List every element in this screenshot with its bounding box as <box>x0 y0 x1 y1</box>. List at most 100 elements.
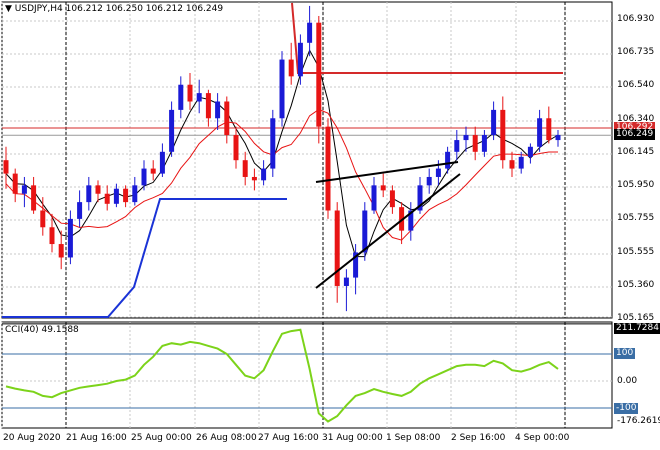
candle-body <box>435 168 441 177</box>
horizontal-line-price-tag: 106.292 <box>614 122 656 133</box>
candle-body <box>463 135 469 141</box>
cci-top-label: 211.7284 <box>614 323 660 334</box>
candle-body <box>40 210 46 228</box>
time-label: 26 Aug 08:00 <box>196 433 257 443</box>
time-label: 27 Aug 16:00 <box>258 433 319 443</box>
candle-body <box>196 93 202 102</box>
candle-body <box>169 109 175 152</box>
dropdown-arrow-icon[interactable]: ▼ <box>5 4 12 14</box>
price-label: 106.930 <box>617 14 655 24</box>
slow-average-line <box>5 108 558 241</box>
candle-body <box>343 277 349 286</box>
candle-body <box>445 151 451 169</box>
main-frame <box>1 1 613 429</box>
price-label: 105.755 <box>617 213 655 223</box>
candle-body <box>389 190 395 208</box>
candle-body <box>132 185 138 203</box>
candle-body <box>67 218 73 258</box>
candle-body <box>224 101 230 136</box>
time-label: 25 Aug 00:00 <box>131 433 192 443</box>
candle-body <box>215 101 221 119</box>
candle-body <box>77 202 83 219</box>
candle-body <box>408 210 414 231</box>
time-label: 21 Aug 16:00 <box>66 433 127 443</box>
candle-body <box>12 173 18 194</box>
candle-body <box>141 168 147 186</box>
candle-body <box>261 168 267 181</box>
candle-body <box>288 59 294 77</box>
candle-body <box>371 185 377 211</box>
trend-lines[interactable] <box>315 161 461 289</box>
candle-body <box>555 135 561 141</box>
time-label: 31 Aug 00:00 <box>322 433 383 443</box>
cci-minus100-label: -100 <box>614 403 639 414</box>
price-label: 105.950 <box>617 180 655 190</box>
time-label: 2 Sep 16:00 <box>451 433 506 443</box>
candle-body <box>472 135 478 152</box>
candle-body <box>417 185 423 211</box>
candle-body <box>307 22 313 43</box>
candle-body <box>399 207 405 231</box>
indicator-label: CCI(40) 49.1588 <box>5 325 79 335</box>
candle-body <box>527 146 533 157</box>
chart-header: ▼ USDJPY,H4 106.212 106.250 106.212 106.… <box>5 4 223 14</box>
cci-bottom-label: -176.2619 <box>617 416 660 426</box>
candle-body <box>242 160 248 177</box>
candle-body <box>205 93 211 119</box>
candle-body <box>113 188 119 204</box>
candle-body <box>454 140 460 152</box>
candle-body <box>86 185 92 203</box>
candle-body <box>123 188 129 203</box>
candle-body <box>251 176 257 181</box>
price-label: 105.360 <box>617 280 655 290</box>
candle-body <box>537 118 543 147</box>
candle-body <box>518 156 524 169</box>
price-label: 106.145 <box>617 147 655 157</box>
candle-body <box>426 176 432 186</box>
candle-body <box>95 185 101 194</box>
candle-body <box>178 84 184 110</box>
candle-body <box>159 151 165 174</box>
candle-body <box>491 109 497 136</box>
blue-step-line <box>2 198 287 318</box>
candle-body <box>279 59 285 119</box>
time-label: 20 Aug 2020 <box>3 433 61 443</box>
candle-body <box>3 160 9 174</box>
candle-body <box>270 118 276 169</box>
candle-body <box>21 185 27 194</box>
candle-body <box>150 168 156 174</box>
cci-zero-label: 0.00 <box>617 376 638 386</box>
lower-trend-line <box>315 173 461 289</box>
time-label: 4 Sep 00:00 <box>515 433 570 443</box>
cci-line <box>5 328 559 423</box>
candle-body <box>233 135 239 161</box>
candles <box>3 5 561 312</box>
price-label: 105.555 <box>617 247 655 257</box>
candle-body <box>58 244 64 258</box>
candle-body <box>509 160 515 169</box>
cci-series-line <box>5 328 559 423</box>
candle-body <box>325 126 331 211</box>
candle-body <box>546 118 552 141</box>
candle-body <box>362 210 368 253</box>
last-price-tag: 106.249 <box>614 129 656 140</box>
symbol-label: USDJPY,H4 <box>14 4 63 14</box>
upper-trend-line <box>315 161 459 183</box>
candle-body <box>187 84 193 102</box>
candle-body <box>353 252 359 278</box>
candle-body <box>500 109 506 161</box>
price-label: 105.165 <box>617 313 655 323</box>
candle-body <box>297 42 303 77</box>
candle-body <box>49 227 55 245</box>
price-label: 106.340 <box>617 114 655 124</box>
candle-body <box>104 193 110 204</box>
ohlc-label: 106.212 106.250 106.212 106.249 <box>65 4 224 14</box>
candle-body <box>481 135 487 152</box>
candle-body <box>380 185 386 191</box>
candle-body <box>316 22 322 127</box>
candle-body <box>334 210 340 286</box>
cci-100-label: 100 <box>614 348 636 359</box>
price-label: 106.735 <box>617 47 655 57</box>
price-label: 106.540 <box>617 80 655 90</box>
